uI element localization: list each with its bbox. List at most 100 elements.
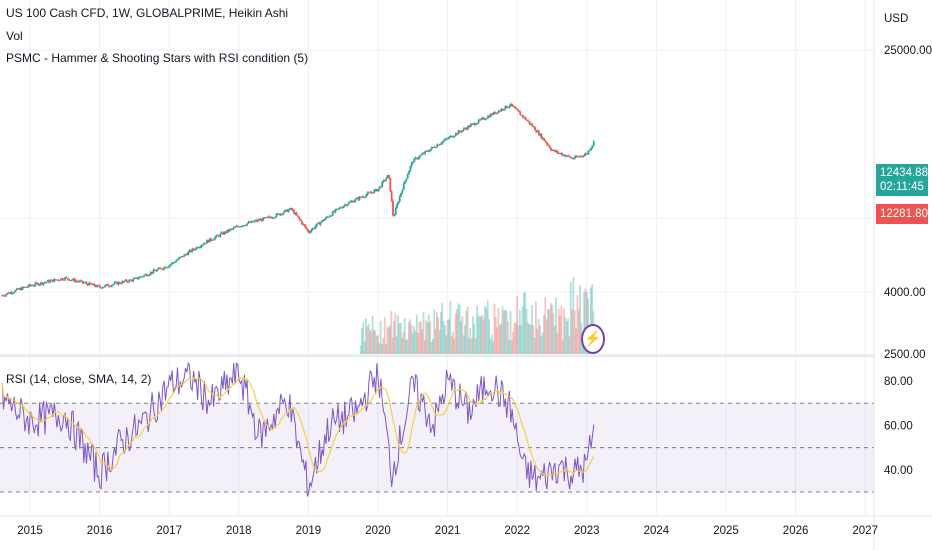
candle[interactable] [246,223,248,226]
rsi-axis[interactable]: 80.00 60.00 40.00 [884,376,913,477]
candle[interactable] [26,286,29,288]
candle[interactable] [224,231,227,233]
candle[interactable] [441,141,444,144]
candle[interactable] [294,212,297,214]
candle[interactable] [247,222,250,224]
candle[interactable] [418,155,421,158]
candle[interactable] [483,117,485,120]
candle[interactable] [267,216,270,218]
candle[interactable] [523,117,526,119]
candle[interactable] [278,213,281,216]
candle[interactable] [62,279,65,281]
candle[interactable] [64,277,66,280]
candle[interactable] [587,150,590,155]
candle[interactable] [464,128,467,130]
candle[interactable] [111,284,113,287]
candle[interactable] [132,278,135,282]
candle[interactable] [318,222,321,225]
candle[interactable] [6,292,9,295]
candle[interactable] [164,267,167,269]
candle[interactable] [152,269,155,274]
candle[interactable] [319,222,322,225]
candle[interactable] [575,156,578,158]
candle[interactable] [481,117,484,119]
candle[interactable] [413,158,416,163]
candle[interactable] [345,204,348,206]
candle[interactable] [499,110,501,112]
candle[interactable] [185,254,188,256]
candle[interactable] [184,254,187,256]
candle[interactable] [477,119,480,123]
candle[interactable] [533,126,536,131]
candle[interactable] [488,115,491,118]
candle[interactable] [402,183,405,191]
candle[interactable] [353,201,356,203]
candle[interactable] [388,174,390,178]
candle[interactable] [442,140,445,142]
candle[interactable] [357,197,360,200]
candle[interactable] [493,112,496,114]
candle[interactable] [236,226,239,228]
candle[interactable] [367,192,370,194]
candle[interactable] [280,213,283,215]
candle[interactable] [33,285,36,287]
candle[interactable] [297,215,299,217]
candle[interactable] [48,280,50,283]
candle[interactable] [160,268,163,270]
candle[interactable] [330,215,333,217]
candle[interactable] [396,204,398,209]
rsi-legend[interactable]: RSI (14, close, SMA, 14, 2) [6,372,152,386]
candle[interactable] [444,138,447,141]
candle[interactable] [528,121,531,124]
candle[interactable] [358,196,361,200]
candle[interactable] [195,247,198,250]
candle[interactable] [78,280,81,282]
candle[interactable] [199,246,202,248]
candle[interactable] [389,177,392,192]
candle[interactable] [401,190,404,193]
candle[interactable] [89,282,92,285]
candle[interactable] [527,120,530,122]
candle[interactable] [452,136,455,138]
candle[interactable] [574,156,576,159]
candle[interactable] [108,286,111,288]
candle[interactable] [32,285,34,287]
candle[interactable] [322,220,325,222]
candle[interactable] [216,235,219,237]
candle[interactable] [306,228,309,231]
candle[interactable] [125,279,128,282]
candle[interactable] [230,228,232,230]
candle[interactable] [361,196,364,198]
candle[interactable] [327,216,330,218]
candle[interactable] [54,279,57,281]
candle[interactable] [335,208,338,210]
candle[interactable] [251,221,254,223]
candle[interactable] [18,288,21,290]
candle[interactable] [127,281,129,283]
candle[interactable] [468,125,471,128]
candle[interactable] [69,280,72,282]
candle[interactable] [208,238,211,243]
candle[interactable] [287,209,290,212]
candle[interactable] [283,210,286,213]
candle[interactable] [370,192,373,194]
candle[interactable] [219,233,222,237]
candle[interactable] [410,162,413,167]
candle[interactable] [309,232,311,234]
candle[interactable] [350,201,353,203]
candle[interactable] [463,128,465,130]
candle[interactable] [446,138,449,140]
candle[interactable] [129,279,132,281]
candle[interactable] [289,208,291,210]
candle[interactable] [183,254,186,257]
candle[interactable] [116,281,119,285]
candle[interactable] [492,112,495,115]
candle[interactable] [378,186,381,190]
candle[interactable] [409,166,412,171]
candle[interactable] [394,208,397,216]
candle[interactable] [46,280,49,283]
candle[interactable] [362,196,365,198]
candle[interactable] [449,135,452,137]
candle[interactable] [440,143,443,145]
candle[interactable] [321,220,323,223]
